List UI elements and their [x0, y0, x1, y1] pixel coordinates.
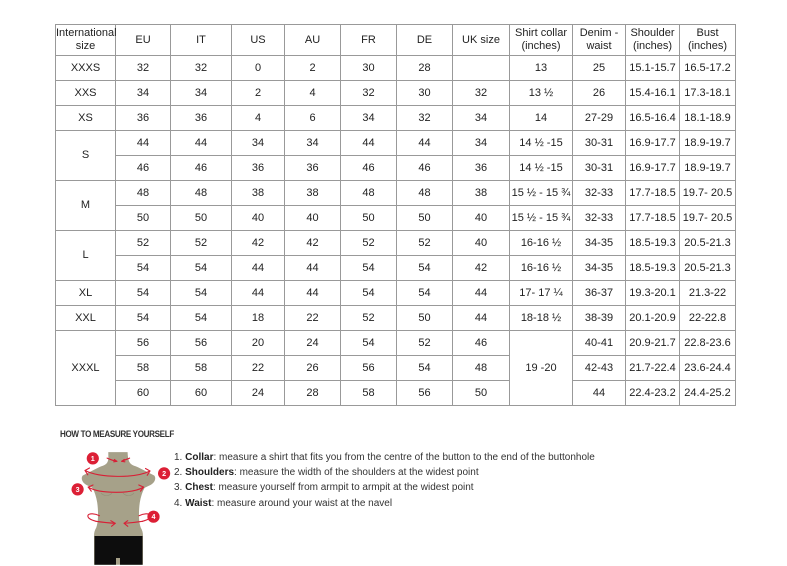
svg-text:2: 2 — [162, 469, 166, 478]
svg-text:3: 3 — [76, 485, 80, 494]
svg-text:1: 1 — [91, 454, 95, 463]
svg-text:4: 4 — [152, 512, 156, 521]
